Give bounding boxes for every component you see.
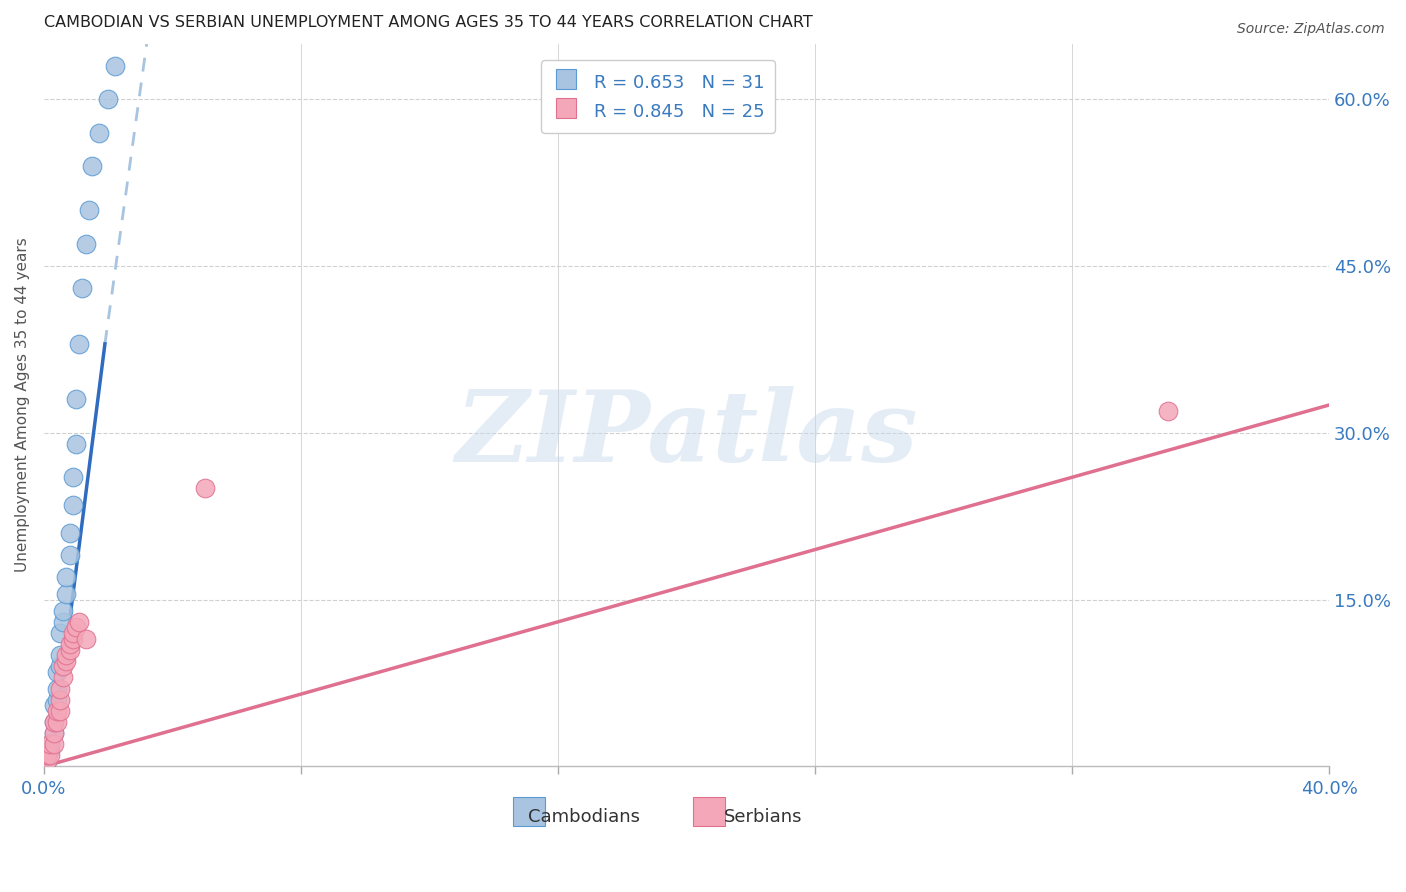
Point — [67, 337, 90, 351]
Point — [62, 626, 84, 640]
Point — [52, 670, 75, 684]
Point — [49, 692, 72, 706]
Point — [97, 92, 120, 106]
Text: ZIPatlas: ZIPatlas — [456, 385, 918, 483]
Point — [45, 665, 67, 679]
Point — [67, 615, 90, 629]
Point — [58, 548, 80, 562]
Point — [77, 203, 100, 218]
Point — [42, 726, 65, 740]
Point — [52, 604, 75, 618]
Bar — [513, 797, 546, 826]
Point — [49, 648, 72, 663]
Point — [52, 615, 75, 629]
Point — [1157, 403, 1180, 417]
Point — [39, 748, 62, 763]
Point — [42, 714, 65, 729]
Point — [52, 659, 75, 673]
Point — [55, 570, 77, 584]
Point — [37, 748, 59, 763]
Point — [55, 648, 77, 663]
Point — [72, 281, 94, 295]
Point — [193, 482, 215, 496]
Point — [42, 698, 65, 713]
Point — [62, 632, 84, 646]
Point — [45, 714, 67, 729]
Point — [62, 498, 84, 512]
Point — [39, 737, 62, 751]
Point — [49, 681, 72, 696]
Text: Source: ZipAtlas.com: Source: ZipAtlas.com — [1237, 22, 1385, 37]
Point — [58, 642, 80, 657]
Point — [45, 692, 67, 706]
Point — [75, 632, 97, 646]
Point — [58, 637, 80, 651]
Point — [42, 726, 65, 740]
Point — [62, 470, 84, 484]
Point — [65, 437, 87, 451]
Point — [80, 159, 103, 173]
Point — [49, 659, 72, 673]
Text: Serbians: Serbians — [724, 808, 803, 826]
Point — [65, 620, 87, 634]
Point — [58, 525, 80, 540]
Point — [55, 654, 77, 668]
Y-axis label: Unemployment Among Ages 35 to 44 years: Unemployment Among Ages 35 to 44 years — [15, 237, 30, 573]
Point — [39, 737, 62, 751]
Point — [37, 754, 59, 768]
Point — [39, 742, 62, 756]
Text: Cambodians: Cambodians — [527, 808, 640, 826]
Point — [75, 236, 97, 251]
Point — [45, 681, 67, 696]
Point — [87, 126, 110, 140]
Point — [45, 704, 67, 718]
Legend: R = 0.653   N = 31, R = 0.845   N = 25: R = 0.653 N = 31, R = 0.845 N = 25 — [541, 60, 775, 133]
Text: CAMBODIAN VS SERBIAN UNEMPLOYMENT AMONG AGES 35 TO 44 YEARS CORRELATION CHART: CAMBODIAN VS SERBIAN UNEMPLOYMENT AMONG … — [44, 15, 813, 30]
Point — [42, 714, 65, 729]
Point — [42, 737, 65, 751]
Point — [37, 754, 59, 768]
Point — [49, 704, 72, 718]
Point — [65, 392, 87, 407]
Point — [37, 748, 59, 763]
Bar — [693, 797, 725, 826]
Point — [103, 59, 125, 73]
Point — [55, 587, 77, 601]
Point — [49, 626, 72, 640]
